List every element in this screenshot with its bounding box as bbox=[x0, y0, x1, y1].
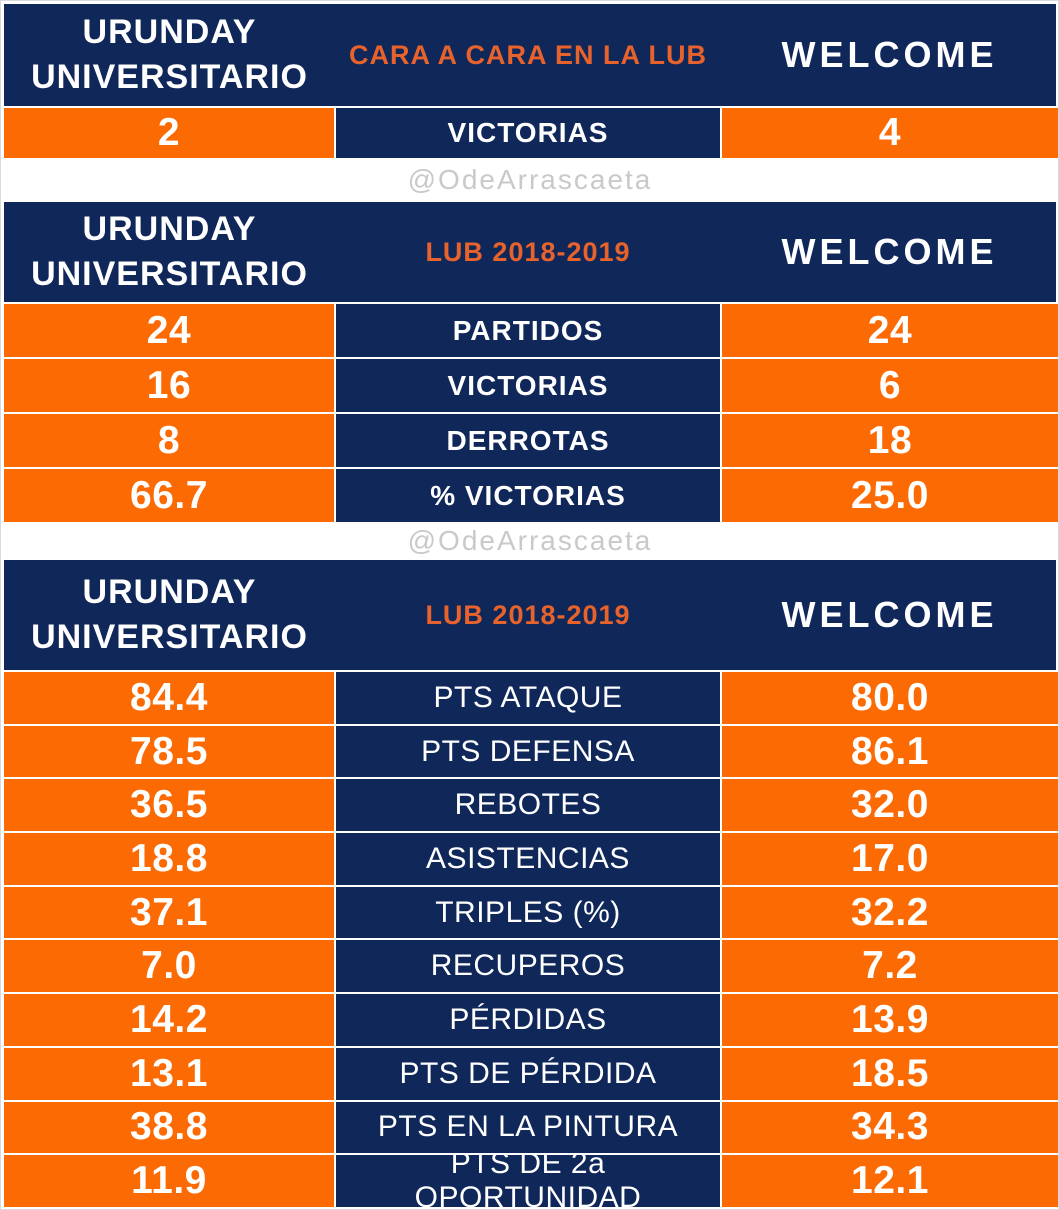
stat-value-right: 80.0 bbox=[722, 672, 1058, 724]
stat-value-left: 13.1 bbox=[4, 1047, 334, 1100]
stat-value-left: 14.2 bbox=[4, 994, 334, 1046]
stat-value-right: 12.1 bbox=[722, 1155, 1058, 1207]
stat-label: RECUPEROS bbox=[336, 940, 720, 993]
section-per-game-stats: URUNDAY UNIVERSITARIO LUB 2018-2019 WELC… bbox=[4, 560, 1058, 1207]
stat-label: PTS DE 2a OPORTUNIDAD bbox=[336, 1155, 720, 1207]
stat-label: TRIPLES (%) bbox=[336, 886, 720, 939]
stat-value-left: 2 bbox=[4, 108, 334, 158]
section-head-to-head: URUNDAY UNIVERSITARIO CARA A CARA EN LA … bbox=[4, 4, 1058, 158]
watermark-handle: @OdeArrascaeta bbox=[407, 525, 653, 556]
team-name-right: WELCOME bbox=[781, 231, 998, 273]
section-header: URUNDAY UNIVERSITARIO LUB 2018-2019 WELC… bbox=[4, 560, 1056, 670]
stat-value-left: 37.1 bbox=[4, 886, 334, 939]
stat-label: DERROTAS bbox=[336, 414, 720, 467]
section-gap: @OdeArrascaeta bbox=[4, 158, 1056, 202]
section-gap: @OdeArrascaeta bbox=[4, 522, 1056, 560]
stat-label: PTS EN LA PINTURA bbox=[336, 1101, 720, 1154]
stat-value-right: 32.2 bbox=[722, 886, 1058, 939]
stat-label: PTS DEFENSA bbox=[336, 725, 720, 778]
stat-value-right: 34.3 bbox=[722, 1101, 1058, 1154]
stat-label: PTS ATAQUE bbox=[336, 672, 720, 724]
team-name-left: URUNDAY UNIVERSITARIO bbox=[31, 13, 308, 96]
stat-label: VICTORIAS bbox=[336, 359, 720, 412]
stat-value-left: 78.5 bbox=[4, 725, 334, 778]
stat-value-right: 25.0 bbox=[722, 469, 1058, 522]
section-season-record: URUNDAY UNIVERSITARIO LUB 2018-2019 WELC… bbox=[4, 202, 1058, 522]
stat-value-right: 7.2 bbox=[722, 940, 1058, 993]
stat-value-right: 24 bbox=[722, 304, 1058, 357]
stat-value-right: 32.0 bbox=[722, 779, 1058, 832]
stat-value-left: 36.5 bbox=[4, 779, 334, 832]
stat-rows: 2 VICTORIAS 4 bbox=[4, 108, 1058, 158]
stat-value-left: 66.7 bbox=[4, 469, 334, 522]
section-header: URUNDAY UNIVERSITARIO CARA A CARA EN LA … bbox=[4, 4, 1056, 106]
team-name-right: WELCOME bbox=[781, 34, 998, 76]
stat-value-left: 11.9 bbox=[4, 1155, 334, 1207]
team-name-left: URUNDAY UNIVERSITARIO bbox=[31, 573, 308, 656]
stat-value-right: 17.0 bbox=[722, 833, 1058, 885]
stat-rows: 24 PARTIDOS 24 16 VICTORIAS 6 8 DERROTAS… bbox=[4, 304, 1058, 522]
stat-value-left: 8 bbox=[4, 414, 334, 467]
team-name-right: WELCOME bbox=[781, 594, 998, 636]
stat-value-right: 86.1 bbox=[722, 725, 1058, 778]
section-header: URUNDAY UNIVERSITARIO LUB 2018-2019 WELC… bbox=[4, 202, 1056, 302]
section-title: LUB 2018-2019 bbox=[425, 236, 631, 267]
stat-value-right: 6 bbox=[722, 359, 1058, 412]
stat-value-right: 4 bbox=[722, 108, 1058, 158]
team-name-left: URUNDAY UNIVERSITARIO bbox=[31, 210, 308, 293]
stat-value-right: 18 bbox=[722, 414, 1058, 467]
stat-label: REBOTES bbox=[336, 779, 720, 832]
watermark-handle: @OdeArrascaeta bbox=[407, 164, 653, 195]
stat-value-left: 18.8 bbox=[4, 833, 334, 885]
stat-label: PÉRDIDAS bbox=[336, 994, 720, 1046]
stat-label: PTS DE PÉRDIDA bbox=[336, 1047, 720, 1100]
stat-value-left: 38.8 bbox=[4, 1101, 334, 1154]
stat-label: ASISTENCIAS bbox=[336, 833, 720, 885]
section-title: LUB 2018-2019 bbox=[425, 599, 631, 630]
stat-value-right: 18.5 bbox=[722, 1047, 1058, 1100]
stat-label: PARTIDOS bbox=[336, 304, 720, 357]
stat-value-left: 84.4 bbox=[4, 672, 334, 724]
stat-rows: 84.4 PTS ATAQUE 80.0 78.5 PTS DEFENSA 86… bbox=[4, 672, 1058, 1207]
section-title: CARA A CARA EN LA LUB bbox=[349, 39, 707, 70]
stat-label: % VICTORIAS bbox=[336, 469, 720, 522]
stat-label: VICTORIAS bbox=[336, 108, 720, 158]
stat-value-left: 16 bbox=[4, 359, 334, 412]
stat-value-right: 13.9 bbox=[722, 994, 1058, 1046]
stat-value-left: 7.0 bbox=[4, 940, 334, 993]
stat-value-left: 24 bbox=[4, 304, 334, 357]
